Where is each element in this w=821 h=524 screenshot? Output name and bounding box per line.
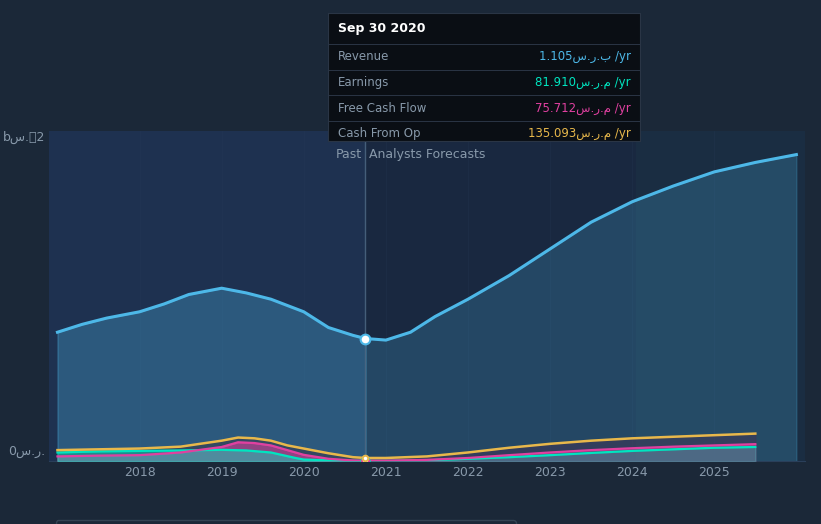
Legend: Revenue, Earnings, Free Cash Flow, Cash From Op: Revenue, Earnings, Free Cash Flow, Cash … [56,520,516,524]
Text: Cash From Op: Cash From Op [337,127,420,140]
Text: Analysts Forecasts: Analysts Forecasts [369,148,485,160]
Text: 75.712س.ر.م /yr: 75.712س.ر.م /yr [535,102,631,115]
Bar [365,131,805,461]
Text: Past: Past [336,148,361,160]
Text: Sep 30 2020: Sep 30 2020 [337,22,425,35]
Text: 0س.ر.: 0س.ر. [8,445,45,458]
Text: 1.105س.ر.ب /yr: 1.105س.ر.ب /yr [539,50,631,63]
Text: 81.910س.ر.م /yr: 81.910س.ر.م /yr [535,76,631,89]
Text: Free Cash Flow: Free Cash Flow [337,102,426,115]
Text: 135.093س.ر.م /yr: 135.093س.ر.م /yr [528,127,631,140]
Text: Earnings: Earnings [337,76,389,89]
Text: Revenue: Revenue [337,50,389,63]
Text: bس.؂2: bس.؂2 [3,131,45,144]
Bar [636,131,805,461]
